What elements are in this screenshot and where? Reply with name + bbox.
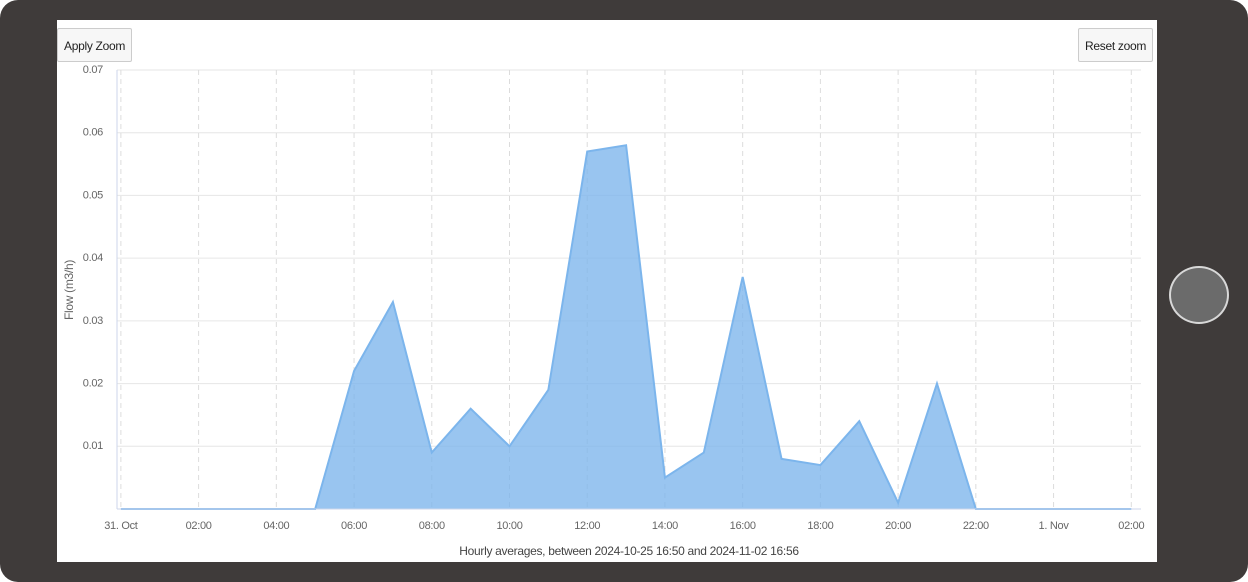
y-tick-label: 0.02 bbox=[83, 377, 103, 389]
x-axis-title: Hourly averages, between 2024-10-25 16:5… bbox=[459, 544, 799, 558]
reset-zoom-button[interactable]: Reset zoom bbox=[1078, 28, 1154, 62]
y-tick-label: 0.06 bbox=[83, 127, 103, 139]
y-tick-label: 0.04 bbox=[83, 252, 103, 264]
y-tick-label: 0.01 bbox=[83, 440, 103, 452]
y-tick-label: 0.03 bbox=[83, 315, 103, 327]
x-tick-label: 1. Nov bbox=[1039, 520, 1070, 532]
x-tick-label: 06:00 bbox=[341, 520, 367, 532]
home-button[interactable] bbox=[1169, 266, 1229, 324]
x-tick-label: 12:00 bbox=[574, 520, 600, 532]
x-tick-label: 16:00 bbox=[730, 520, 756, 532]
x-tick-label: 02:00 bbox=[1118, 520, 1144, 532]
y-tick-label: 0.07 bbox=[83, 64, 103, 76]
area bbox=[120, 145, 1132, 509]
x-tick-label: 08:00 bbox=[419, 520, 445, 532]
x-tick-label: 02:00 bbox=[186, 520, 212, 532]
x-tick-label: 20:00 bbox=[885, 520, 911, 532]
x-tick-label: 04:00 bbox=[263, 520, 289, 532]
x-tick-label: 10:00 bbox=[496, 520, 522, 532]
x-tick-label: 14:00 bbox=[652, 520, 678, 532]
x-tick-label: 18:00 bbox=[807, 520, 833, 532]
x-tick-label: 22:00 bbox=[963, 520, 989, 532]
y-axis-title: Flow (m3/h) bbox=[62, 260, 76, 320]
x-tick-label: 31. Oct bbox=[104, 520, 138, 532]
y-tick-label: 0.05 bbox=[83, 189, 103, 201]
apply-zoom-button[interactable]: Apply Zoom bbox=[57, 28, 133, 62]
